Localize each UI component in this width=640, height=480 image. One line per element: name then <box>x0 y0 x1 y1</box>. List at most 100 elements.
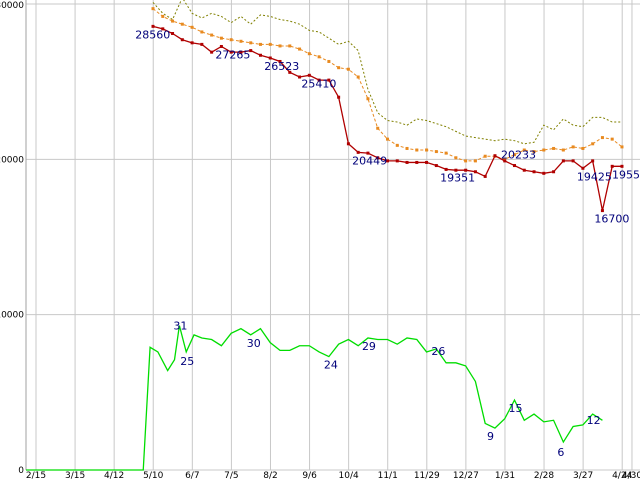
series-point-orange-middle <box>298 47 302 51</box>
series-point-orange-middle <box>258 42 262 46</box>
data-label: 20449 <box>352 154 387 167</box>
series-point-red-main <box>171 32 175 36</box>
series-point-red-main <box>522 168 526 172</box>
x-tick-label: 6/7 <box>185 471 199 480</box>
series-point-orange-middle <box>561 148 565 152</box>
data-label: 19351 <box>440 171 475 184</box>
series-point-orange-middle <box>571 145 575 149</box>
series-point-orange-middle <box>327 59 331 63</box>
series-point-red-main <box>298 75 302 79</box>
series-point-red-main <box>258 53 262 57</box>
series-point-orange-middle <box>190 25 194 29</box>
data-label: 29 <box>362 340 376 353</box>
series-point-red-main <box>473 170 477 174</box>
data-label: 9 <box>487 430 494 443</box>
series-point-orange-middle <box>317 55 321 59</box>
series-point-orange-middle <box>278 44 282 48</box>
series-point-red-main <box>317 78 321 82</box>
series-point-orange-middle <box>473 159 477 163</box>
series-point-orange-middle <box>513 153 516 157</box>
series-point-red-main <box>151 24 155 28</box>
data-label: 30 <box>247 337 261 350</box>
grid <box>26 0 640 471</box>
series-point-red-main <box>366 151 370 155</box>
series-point-red-main <box>552 170 556 174</box>
series-point-orange-middle <box>366 97 370 101</box>
series-point-red-main <box>581 166 585 170</box>
series-point-orange-middle <box>444 151 448 155</box>
series-point-red-main <box>454 168 458 172</box>
series-point-orange-middle <box>483 154 487 158</box>
series-point-orange-middle <box>464 159 468 163</box>
y-tick-label: 20000 <box>0 155 24 165</box>
x-tick-label: 1/31 <box>495 471 515 480</box>
data-label: 26523 <box>264 60 299 73</box>
series-point-orange-middle <box>425 148 429 152</box>
data-label: 16700 <box>594 213 629 226</box>
x-tick-label: 9/6 <box>302 471 317 480</box>
data-label: 15 <box>509 402 523 415</box>
series-point-orange-middle <box>288 44 292 48</box>
series-point-orange-middle <box>434 150 438 154</box>
data-label: 25410 <box>301 77 336 90</box>
series-point-red-main <box>591 159 595 163</box>
series-point-orange-middle <box>581 146 585 150</box>
series-point-red-main <box>620 164 624 168</box>
data-label: 28560 <box>135 28 170 41</box>
series-point-orange-middle <box>249 41 253 45</box>
series-point-red-main <box>444 167 448 171</box>
x-tick-label: 10/4 <box>339 471 359 480</box>
series-point-orange-middle <box>522 148 526 152</box>
x-tick-label: 7/5 <box>224 471 238 480</box>
series-point-orange-middle <box>200 30 204 34</box>
series-point-orange-middle <box>229 38 233 42</box>
series-point-red-main <box>356 150 360 154</box>
data-label: 6 <box>557 446 564 459</box>
series-point-red-main <box>464 168 468 172</box>
series-point-orange-middle <box>268 42 272 46</box>
series-point-orange-middle <box>346 67 350 71</box>
series-point-red-main <box>161 27 165 31</box>
series-point-red-main <box>239 50 243 54</box>
series-point-red-main <box>307 73 311 77</box>
series-point-orange-middle <box>239 39 243 43</box>
y-tick-label: 0 <box>18 466 24 476</box>
series-point-orange-middle <box>415 148 419 152</box>
series-point-orange-middle <box>180 22 184 26</box>
series-point-red-main <box>532 170 536 174</box>
series-point-red-main <box>405 160 409 164</box>
series-point-red-main <box>395 159 399 163</box>
series-point-orange-middle <box>552 146 556 150</box>
series-point-red-main <box>210 50 214 54</box>
data-label: 19425 <box>577 170 612 183</box>
series-line-green-lower <box>26 325 603 471</box>
data-label: 12 <box>587 414 601 427</box>
series-point-red-main <box>503 159 507 163</box>
series-point-orange-middle <box>405 146 409 150</box>
series-point-orange-middle <box>454 156 458 160</box>
x-tick-label: 4/30 <box>622 471 640 480</box>
series-point-red-main <box>229 50 233 54</box>
series-point-orange-middle <box>620 145 624 149</box>
series-point-red-main <box>483 174 487 178</box>
series-point-orange-middle <box>171 19 175 23</box>
series-point-red-main <box>600 209 604 213</box>
series-point-red-main <box>346 142 350 146</box>
series-point-red-main <box>493 154 497 158</box>
series-point-red-main <box>268 56 272 60</box>
x-tick-label: 11/1 <box>378 471 398 480</box>
series-point-red-main <box>219 44 223 48</box>
data-label: 31 <box>173 320 187 333</box>
series-point-red-main <box>200 42 204 46</box>
x-tick-label: 2/15 <box>26 471 46 480</box>
series-point-orange-middle <box>161 14 165 18</box>
x-tick-label: 4/24 <box>612 471 632 480</box>
series-point-red-main <box>425 160 429 164</box>
series-point-red-main <box>278 59 282 63</box>
series-point-red-main <box>561 159 565 163</box>
